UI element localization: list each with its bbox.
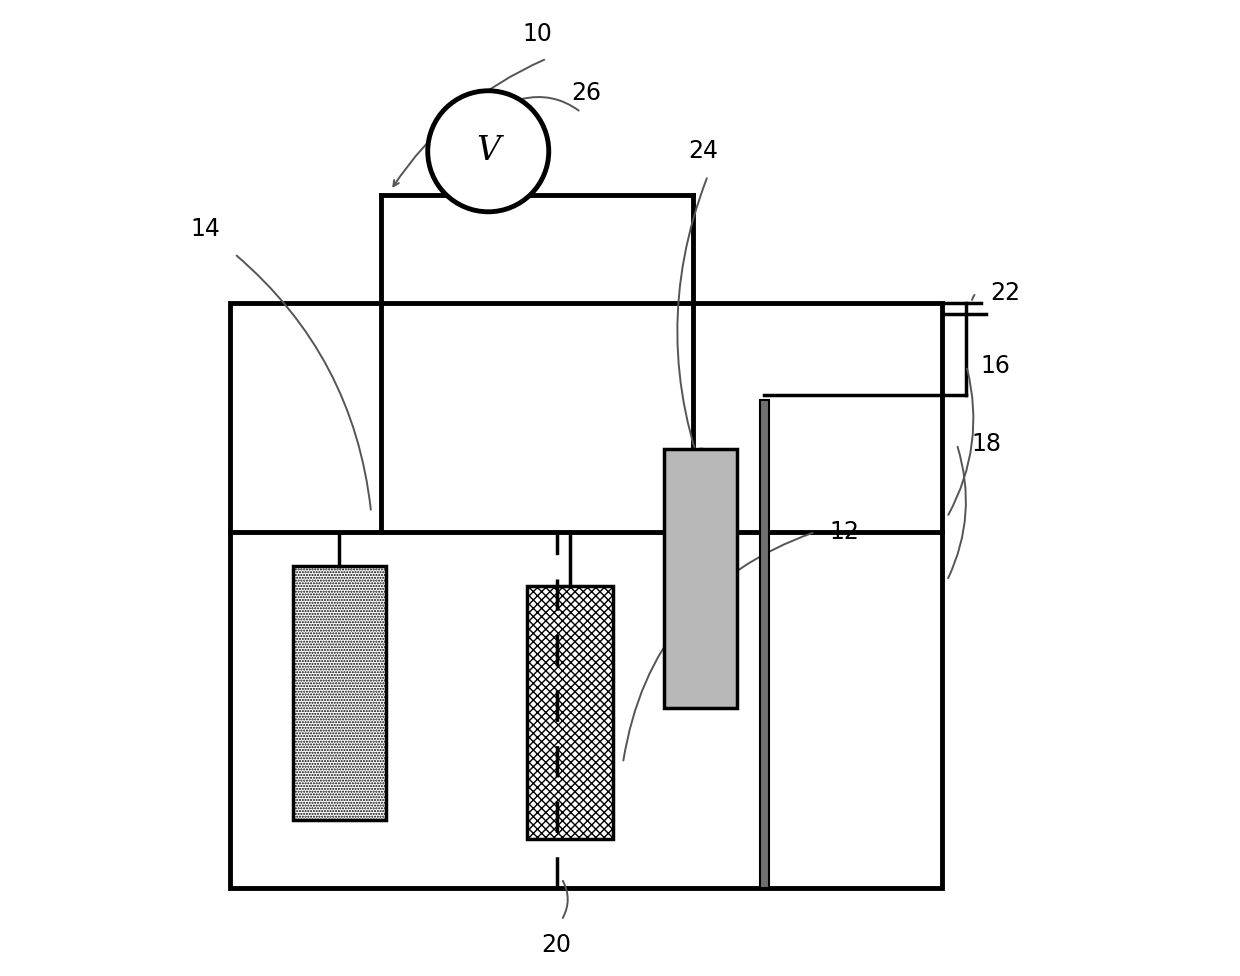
Circle shape — [428, 91, 549, 212]
Bar — [663, 449, 737, 708]
Text: 26: 26 — [570, 81, 601, 104]
Text: 10: 10 — [522, 22, 552, 46]
Bar — [229, 303, 942, 888]
Bar — [527, 586, 613, 839]
Text: 12: 12 — [830, 520, 859, 544]
Bar — [293, 566, 386, 820]
Text: 20: 20 — [542, 933, 572, 956]
Bar — [760, 400, 769, 888]
Text: V: V — [476, 136, 500, 167]
Text: 22: 22 — [991, 281, 1021, 305]
Text: 24: 24 — [688, 140, 718, 163]
Text: 16: 16 — [981, 354, 1011, 378]
Text: 14: 14 — [190, 218, 221, 241]
Text: 18: 18 — [971, 432, 1001, 456]
